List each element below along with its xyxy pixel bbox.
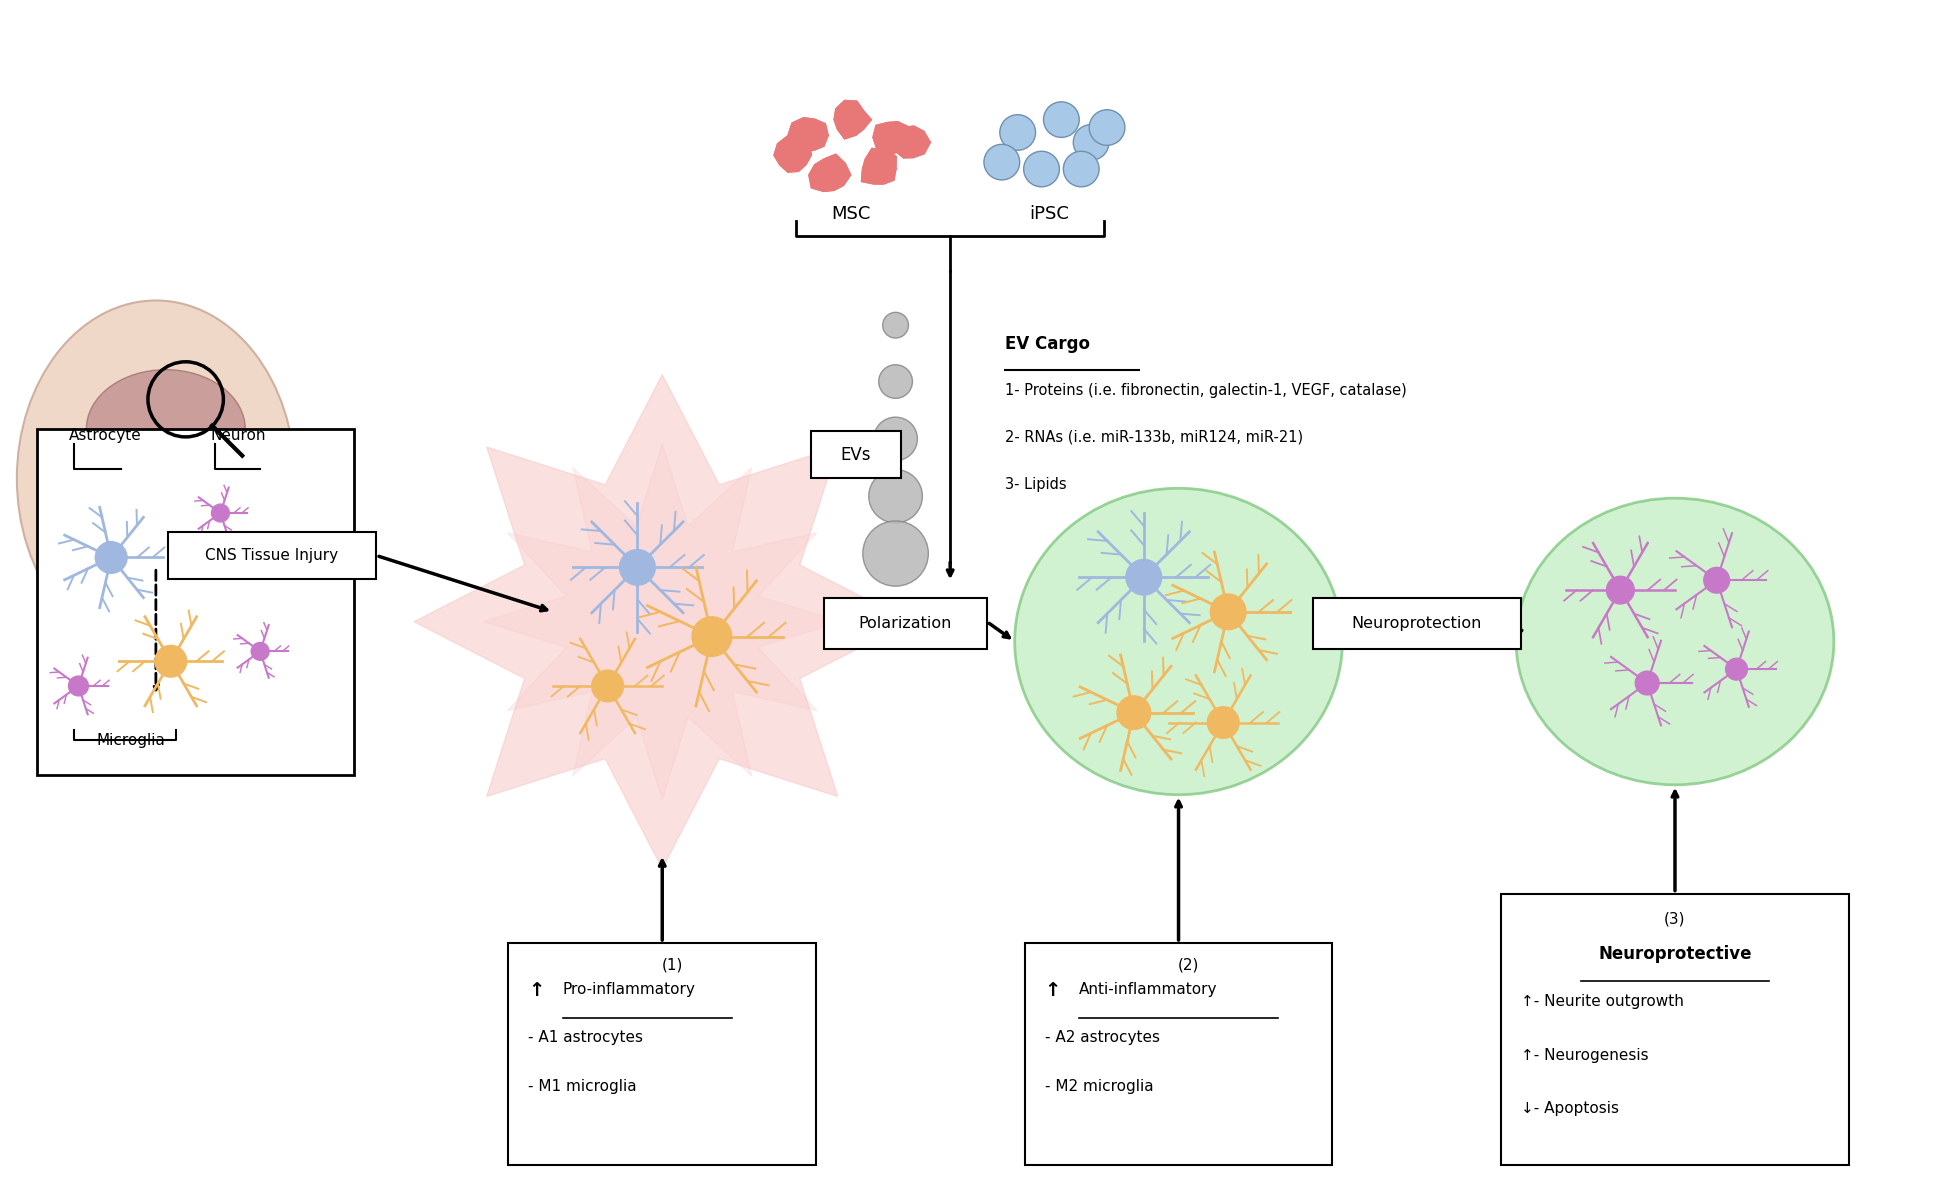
Text: (1): (1) (661, 958, 682, 973)
Text: ↓- Apoptosis: ↓- Apoptosis (1521, 1101, 1618, 1116)
Circle shape (1726, 658, 1747, 680)
Text: Anti-inflammatory: Anti-inflammatory (1078, 983, 1217, 997)
Polygon shape (788, 117, 829, 151)
Circle shape (1063, 151, 1100, 187)
Text: ↑: ↑ (1045, 980, 1061, 999)
Circle shape (1117, 695, 1150, 729)
Circle shape (874, 417, 916, 461)
Text: Astrocyte: Astrocyte (68, 427, 140, 443)
Circle shape (154, 645, 187, 678)
Circle shape (692, 616, 731, 656)
Polygon shape (809, 154, 850, 192)
Text: - M1 microglia: - M1 microglia (528, 1080, 638, 1094)
Ellipse shape (1515, 498, 1833, 785)
Text: - A1 astrocytes: - A1 astrocytes (528, 1029, 644, 1045)
Text: EV Cargo: EV Cargo (1004, 335, 1090, 353)
Text: MSC: MSC (831, 205, 870, 223)
Polygon shape (484, 444, 840, 800)
FancyBboxPatch shape (37, 429, 355, 774)
FancyBboxPatch shape (1312, 598, 1521, 650)
Ellipse shape (86, 370, 246, 488)
Circle shape (1636, 672, 1659, 695)
Text: 1- Proteins (i.e. fibronectin, galectin-1, VEGF, catalase): 1- Proteins (i.e. fibronectin, galectin-… (1004, 383, 1406, 397)
Polygon shape (889, 126, 930, 158)
Text: (2): (2) (1178, 958, 1199, 973)
Text: ↑- Neurite outgrowth: ↑- Neurite outgrowth (1521, 995, 1685, 1009)
Circle shape (879, 365, 913, 399)
FancyBboxPatch shape (168, 531, 376, 579)
Text: iPSC: iPSC (1030, 205, 1069, 223)
Polygon shape (117, 656, 195, 755)
Circle shape (591, 670, 624, 701)
Circle shape (1024, 151, 1059, 187)
Circle shape (862, 521, 928, 587)
Circle shape (68, 676, 88, 695)
FancyBboxPatch shape (825, 598, 987, 650)
Text: Neuron: Neuron (211, 427, 265, 443)
Circle shape (1000, 115, 1035, 151)
Ellipse shape (18, 300, 294, 656)
Circle shape (1207, 706, 1238, 739)
Text: Polarization: Polarization (858, 616, 952, 631)
Circle shape (883, 312, 909, 338)
Circle shape (870, 469, 922, 523)
Polygon shape (835, 101, 872, 139)
Text: EVs: EVs (840, 445, 872, 463)
Text: Neuroprotection: Neuroprotection (1351, 616, 1482, 631)
Polygon shape (874, 122, 911, 156)
Circle shape (1704, 567, 1730, 593)
Text: (3): (3) (1663, 911, 1685, 926)
Polygon shape (862, 148, 897, 184)
Text: ↑: ↑ (528, 980, 544, 999)
Circle shape (1125, 559, 1162, 595)
Circle shape (1607, 576, 1634, 604)
FancyBboxPatch shape (1502, 893, 1849, 1166)
Circle shape (1043, 102, 1078, 138)
FancyBboxPatch shape (509, 943, 817, 1166)
Ellipse shape (1014, 488, 1342, 795)
Circle shape (252, 643, 269, 661)
Text: 2- RNAs (i.e. miR-133b, miR124, miR-21): 2- RNAs (i.e. miR-133b, miR124, miR-21) (1004, 430, 1303, 445)
Text: Neuroprotective: Neuroprotective (1599, 944, 1751, 962)
FancyBboxPatch shape (811, 431, 901, 479)
Circle shape (1090, 110, 1125, 145)
Circle shape (211, 504, 230, 522)
Text: 3- Lipids: 3- Lipids (1004, 478, 1067, 492)
Polygon shape (774, 135, 811, 172)
Circle shape (620, 549, 655, 585)
Circle shape (985, 145, 1020, 180)
Circle shape (1072, 124, 1110, 160)
Text: - M2 microglia: - M2 microglia (1045, 1080, 1152, 1094)
Text: CNS Tissue Injury: CNS Tissue Injury (205, 548, 339, 563)
Circle shape (1211, 594, 1246, 630)
Text: Pro-inflammatory: Pro-inflammatory (564, 983, 696, 997)
Text: ↑- Neurogenesis: ↑- Neurogenesis (1521, 1047, 1648, 1063)
FancyBboxPatch shape (1024, 943, 1332, 1166)
Text: Microglia: Microglia (98, 734, 166, 748)
Text: - A2 astrocytes: - A2 astrocytes (1045, 1029, 1160, 1045)
Circle shape (96, 542, 127, 573)
Polygon shape (413, 375, 911, 869)
